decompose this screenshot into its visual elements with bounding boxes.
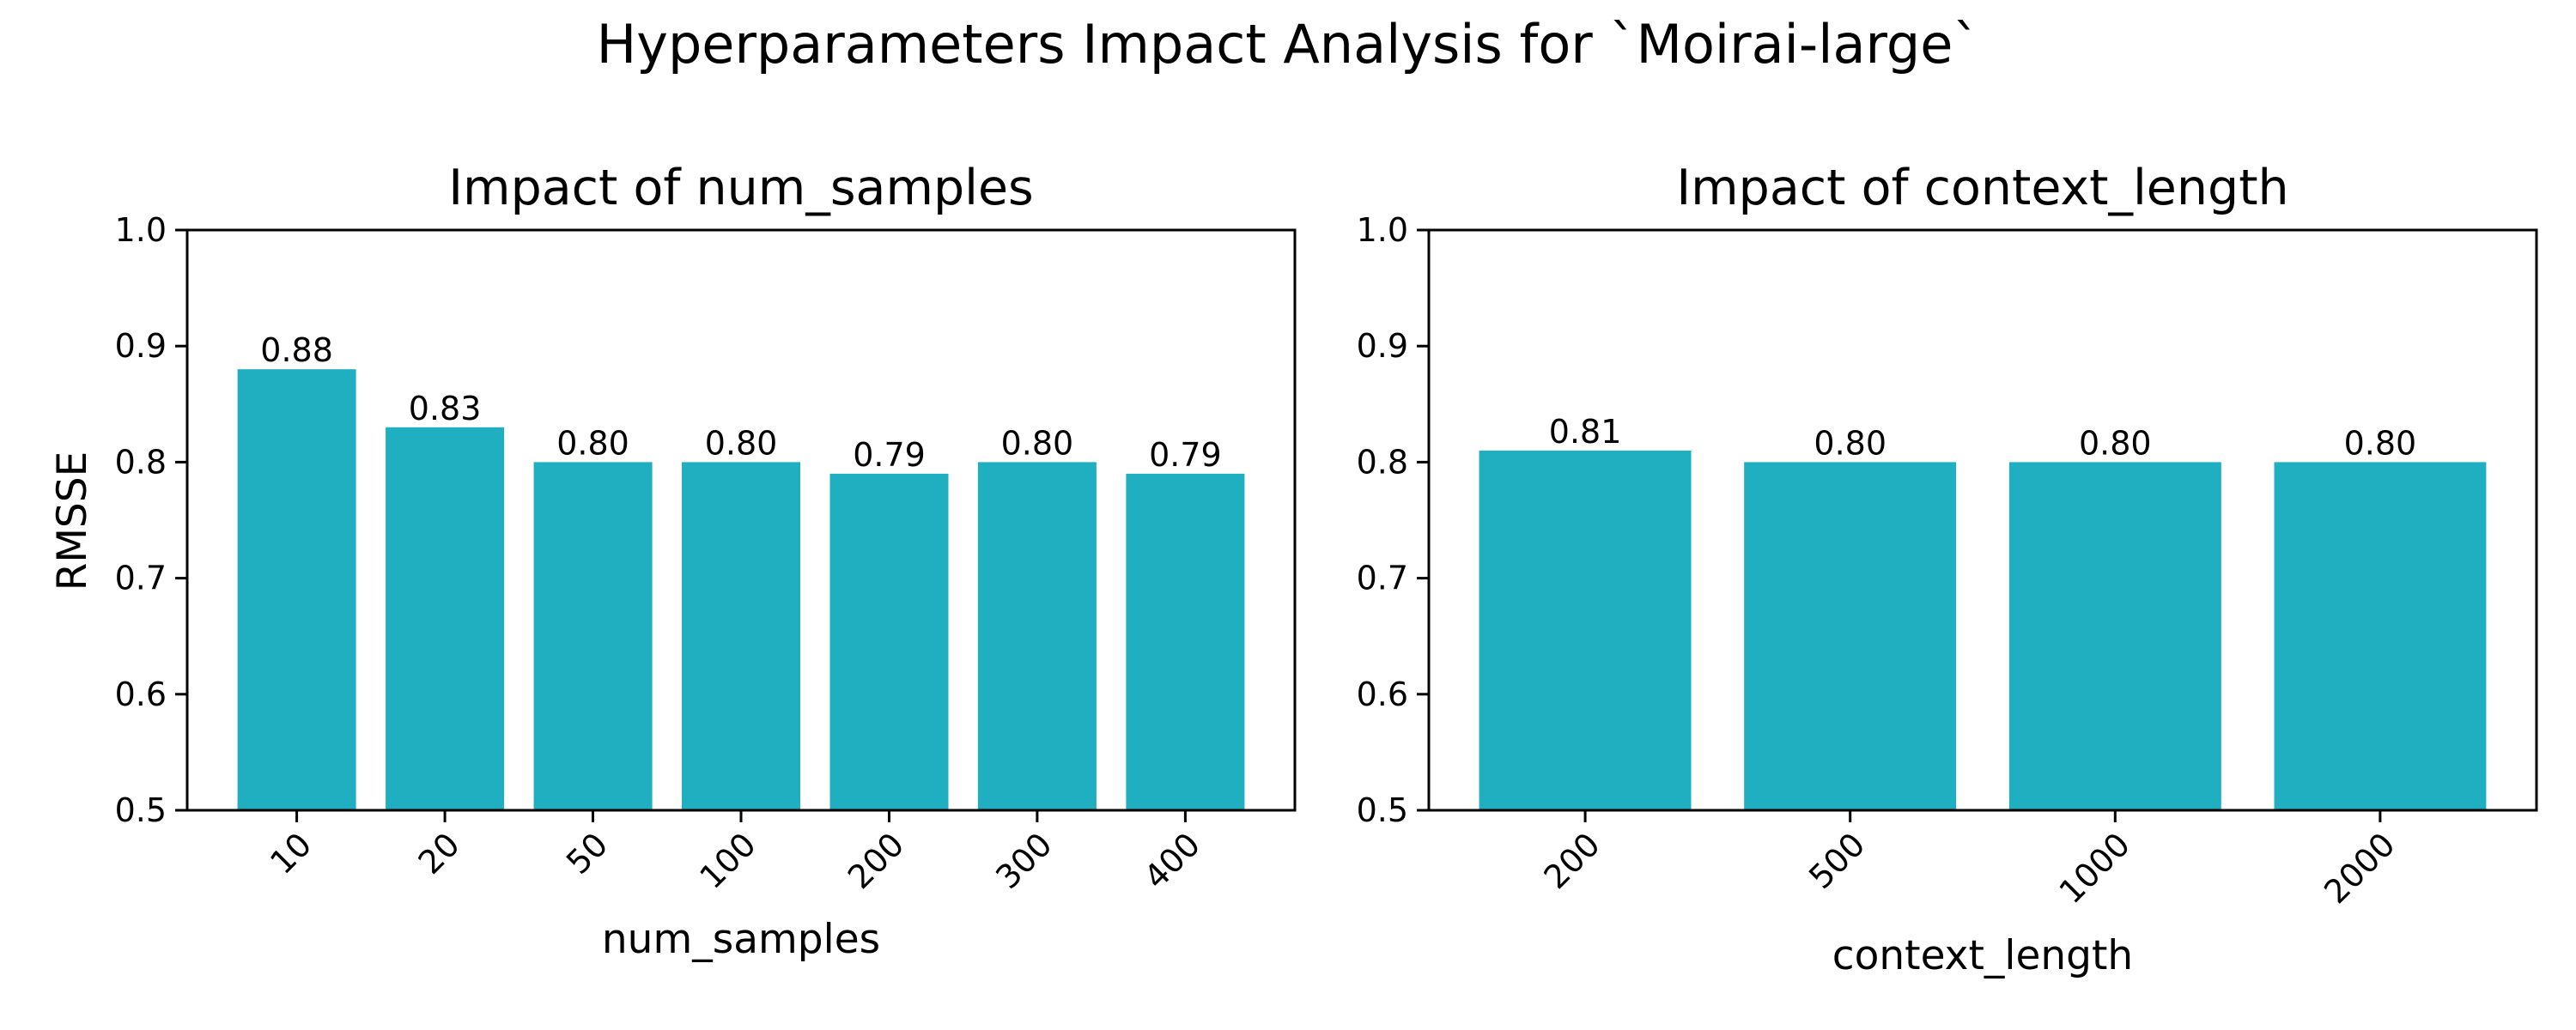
y-tick-label: 0.8 (115, 443, 167, 481)
bars-group (237, 369, 1245, 810)
bar-300 (977, 462, 1097, 810)
y-tick-label: 0.6 (115, 676, 167, 713)
bar-400 (1126, 473, 1245, 810)
data-label: 0.83 (409, 390, 482, 427)
bar-2000 (2274, 462, 2487, 810)
data-label: 0.79 (853, 436, 926, 474)
value-labels-group: 0.81 0.80 0.80 0.80 (1549, 413, 2416, 463)
data-label: 0.80 (705, 424, 778, 462)
y-tick-label: 0.6 (1357, 676, 1408, 713)
y-ticks-group: 0.5 0.6 0.7 0.8 0.9 1.0 (1357, 211, 1429, 829)
y-tick-label: 1.0 (1357, 211, 1408, 249)
y-tick-label: 0.7 (115, 560, 167, 597)
figure-title: Hyperparameters Impact Analysis for `Moi… (597, 13, 1980, 76)
data-label: 0.80 (1001, 424, 1074, 462)
bars-group (1479, 450, 2487, 810)
y-tick-label: 0.8 (1357, 443, 1408, 481)
data-label: 0.80 (2344, 424, 2417, 462)
plot-frame (185, 228, 1297, 812)
data-label: 0.80 (2079, 424, 2152, 462)
bar-100 (682, 462, 800, 810)
panel-num-samples: Impact of num_samples num_samples RMSSE … (49, 160, 1297, 963)
plot-frame (1427, 228, 2538, 812)
bar-20 (386, 427, 505, 810)
y-tick-label: 0.9 (115, 327, 167, 365)
value-labels-group: 0.88 0.83 0.80 0.80 0.79 0.80 0.79 (260, 331, 1221, 474)
x-axis-label: num_samples (602, 916, 880, 963)
y-tick-label: 0.7 (1357, 560, 1408, 597)
x-axis-label: context_length (1832, 932, 2133, 979)
y-tick-label: 0.9 (1357, 327, 1408, 365)
y-axis-label: RMSSE (49, 451, 96, 591)
y-ticks-group: 0.5 0.6 0.7 0.8 0.9 1.0 (115, 211, 187, 829)
data-label: 0.81 (1549, 413, 1622, 451)
y-tick-label: 1.0 (115, 211, 167, 249)
bar-200 (1479, 450, 1692, 810)
data-label: 0.88 (260, 331, 333, 369)
bar-10 (237, 369, 356, 810)
bar-500 (1744, 462, 1957, 810)
panel-title: Impact of context_length (1676, 160, 2288, 216)
bar-200 (829, 473, 949, 810)
panel-context-length: Impact of context_length context_length … (1357, 160, 2538, 979)
data-label: 0.80 (1814, 424, 1886, 462)
panel-title: Impact of num_samples (448, 160, 1034, 216)
data-label: 0.80 (556, 424, 629, 462)
bar-50 (533, 462, 653, 810)
y-tick-label: 0.5 (115, 791, 167, 829)
y-tick-label: 0.5 (1357, 791, 1408, 829)
bar-1000 (2008, 462, 2221, 810)
data-label: 0.79 (1149, 436, 1222, 474)
